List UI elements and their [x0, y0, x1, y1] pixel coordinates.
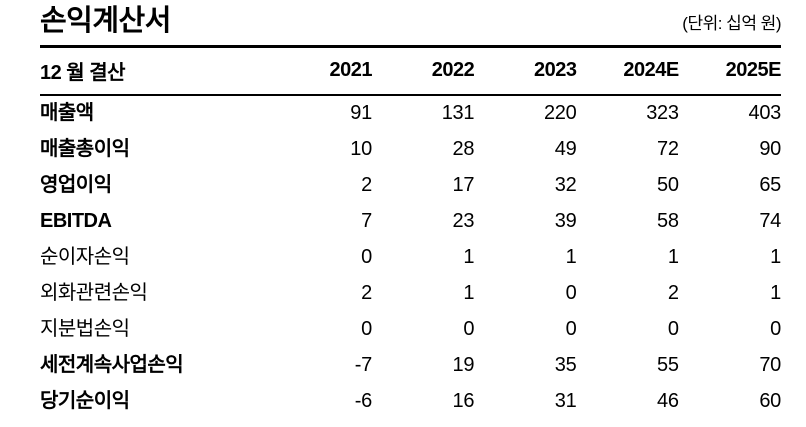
cell-value: 0: [361, 318, 372, 341]
cell-value: 17: [452, 174, 475, 197]
cell-value: 1: [463, 246, 475, 269]
row-label: 매출액: [40, 102, 94, 125]
cell-value: 39: [554, 210, 577, 233]
table-row: 영업이익 2 17 32 50 65: [40, 168, 781, 204]
table-row: EBITDA 7 23 39 58 74: [40, 204, 781, 240]
cell-value: 131: [441, 102, 475, 125]
cell-value: 72: [657, 138, 679, 161]
cell-value: 0: [565, 318, 577, 341]
cell-value: 0: [770, 318, 781, 341]
cell-value: 2: [361, 174, 372, 197]
header-year-2022: 2022: [371, 46, 475, 97]
cell-value: 65: [759, 174, 781, 197]
header-year-2025e: 2025E: [678, 46, 782, 97]
row-label: EBITDA: [40, 210, 112, 233]
header-year-2024e: 2024E: [576, 46, 679, 97]
row-label: 외화관련손익: [40, 282, 148, 305]
unit-note: (단위: 십억 원): [682, 14, 781, 34]
cell-value: 0: [565, 282, 577, 305]
cell-value: 70: [759, 354, 781, 377]
cell-value: 16: [452, 390, 475, 413]
cell-value: 1: [565, 246, 577, 269]
cell-value: 1: [667, 246, 679, 269]
cell-value: 74: [759, 210, 781, 233]
table-row: 외화관련손익 2 1 0 2 1: [40, 276, 781, 312]
cell-value: 1: [770, 282, 781, 305]
cell-value: 49: [554, 138, 577, 161]
table-body: 매출액 91 131 220 323 403 매출총이익 10 28 49 72 90 영업이익 2 17 3…: [40, 95, 781, 420]
cell-value: 90: [759, 138, 781, 161]
page-title: 손익계산서: [40, 5, 171, 37]
cell-value: 60: [759, 390, 781, 413]
row-label: 매출총이익: [40, 138, 130, 161]
cell-value: 19: [452, 354, 475, 377]
cell-value: 55: [657, 354, 679, 377]
table-row: 매출액 91 131 220 323 403: [40, 95, 781, 132]
header-row: 12 월 결산 2021 2022 2023 2024E 2025E: [40, 46, 782, 97]
cell-value: 0: [463, 318, 475, 341]
cell-value: 403: [748, 102, 782, 125]
row-label: 지분법손익: [40, 318, 130, 341]
row-label: 영업이익: [40, 174, 112, 197]
table-row: 매출총이익 10 28 49 72 90: [40, 132, 781, 168]
table-row: 지분법손익 0 0 0 0 0: [40, 312, 781, 348]
header-fiscal-label: 12 월 결산: [40, 46, 270, 97]
income-statement-table: 12 월 결산 2021 2022 2023 2024E 2025E 매출액 91…: [40, 45, 782, 420]
cell-value: 23: [452, 210, 475, 233]
cell-value: 10: [350, 138, 372, 161]
cell-value: 2: [667, 282, 679, 305]
cell-value: 32: [554, 174, 577, 197]
cell-value: 0: [667, 318, 679, 341]
cell-value: 2: [361, 282, 372, 305]
table-header: 12 월 결산 2021 2022 2023 2024E 2025E: [40, 46, 782, 97]
cell-value: 35: [554, 354, 577, 377]
cell-value: 46: [657, 390, 679, 413]
cell-value: 323: [646, 102, 679, 125]
table-row: 세전계속사업손익 -7 19 35 55 70: [40, 348, 781, 384]
table-row: 당기순이익 -6 16 31 46 60: [40, 384, 781, 420]
cell-value: 1: [770, 246, 781, 269]
cell-value: 58: [657, 210, 679, 233]
row-label: 세전계속사업손익: [40, 354, 184, 377]
cell-value: 7: [361, 210, 372, 233]
cell-value: 1: [463, 282, 475, 305]
cell-value: -7: [354, 354, 372, 377]
cell-value: 31: [554, 390, 577, 413]
cell-value: 0: [361, 246, 372, 269]
table-row: 순이자손익 0 1 1 1 1: [40, 240, 781, 276]
header-year-2021: 2021: [269, 46, 372, 97]
header-year-2023: 2023: [474, 46, 577, 97]
cell-value: 91: [350, 102, 372, 125]
cell-value: 50: [657, 174, 679, 197]
cell-value: -6: [354, 390, 372, 413]
cell-value: 28: [452, 138, 475, 161]
cell-value: 220: [543, 102, 577, 125]
row-label: 당기순이익: [40, 390, 130, 413]
row-label: 순이자손익: [40, 246, 130, 269]
title-row: 손익계산서 (단위: 십억 원): [40, 5, 781, 45]
